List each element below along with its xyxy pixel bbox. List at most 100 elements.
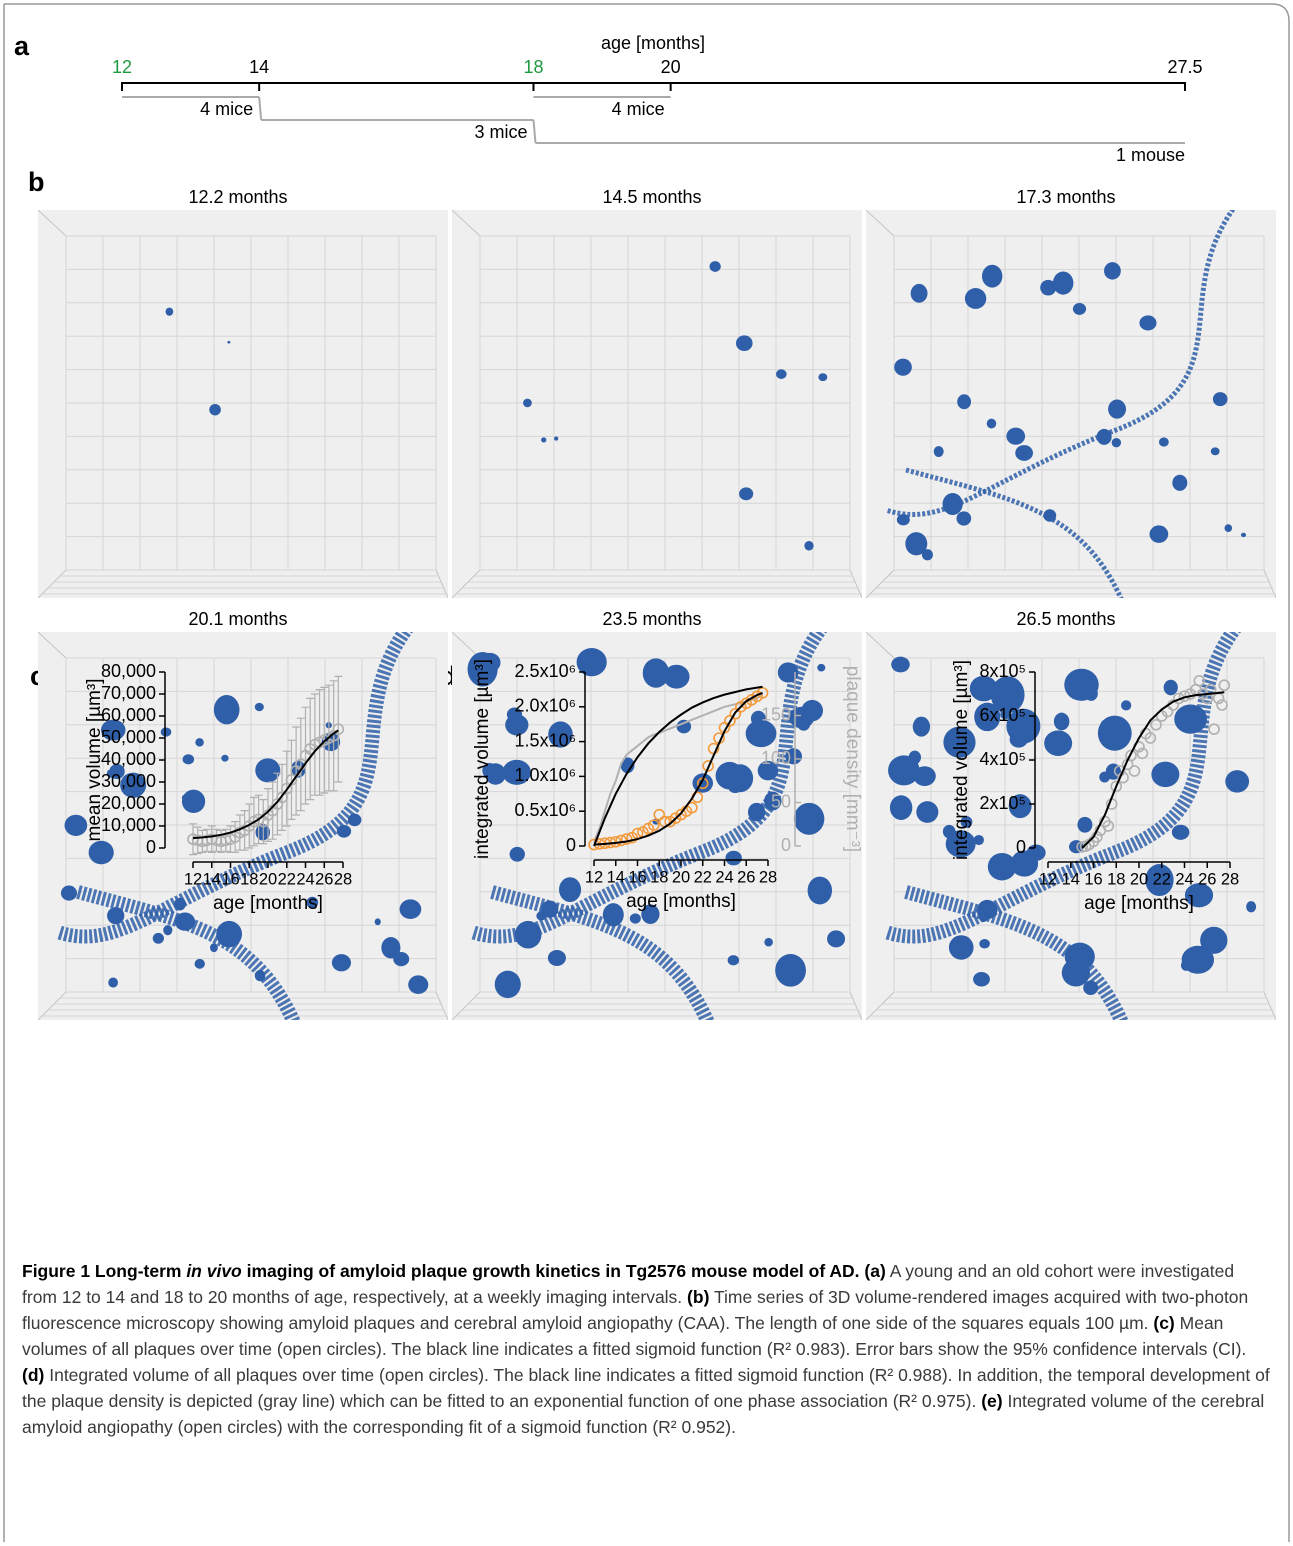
plaque <box>1158 437 1169 447</box>
plaque <box>576 648 607 677</box>
render-edge <box>849 569 862 598</box>
marker <box>1144 732 1157 744</box>
cohort-step <box>258 96 263 121</box>
x-tick-label: 18 <box>650 868 668 886</box>
plaque <box>764 937 773 947</box>
plaque <box>745 719 777 748</box>
plaque <box>725 850 742 866</box>
render-edge <box>452 210 481 237</box>
timeline-title: age [months] <box>601 33 705 53</box>
plaque <box>793 802 825 835</box>
plaque <box>739 487 754 501</box>
render-edge <box>435 569 448 598</box>
plaque <box>1171 824 1190 840</box>
plaque <box>1015 445 1033 461</box>
plaque <box>676 719 692 734</box>
plaque <box>1181 945 1215 974</box>
y-tick-label: 4x10⁵ <box>980 749 1027 769</box>
render-edge <box>452 991 481 1020</box>
cohort-label: 3 mice <box>474 122 527 142</box>
y-tick-label: 0.5x10⁶ <box>515 800 576 820</box>
plaque <box>67 828 75 835</box>
plaque <box>399 899 422 920</box>
plaque <box>1072 302 1087 315</box>
caption-text: A young and an old cohort were investiga… <box>22 1261 1235 1307</box>
plaque <box>894 358 912 376</box>
x-tick-label: 22 <box>1153 870 1171 888</box>
plaque <box>1044 730 1073 756</box>
error-bar <box>292 726 301 816</box>
plaque <box>1099 771 1111 783</box>
y-axis-label: mean volume [µm³] <box>84 679 105 842</box>
plaque <box>979 938 990 949</box>
plaque <box>1008 794 1032 819</box>
plaque <box>747 802 766 822</box>
plaque <box>1077 816 1093 833</box>
rendering-bg <box>866 210 1276 598</box>
y-tick-label: 60,000 <box>101 705 156 725</box>
plaque <box>1200 926 1228 954</box>
plaque <box>912 716 931 737</box>
plaque <box>642 658 670 688</box>
plaque <box>1006 427 1026 445</box>
x-tick-label: 24 <box>1175 870 1193 888</box>
y-tick-label: 10,000 <box>101 815 156 835</box>
plaque <box>1172 474 1188 491</box>
y-tick-label: 40,000 <box>101 749 156 769</box>
plaque <box>331 954 351 972</box>
plaque <box>109 763 125 780</box>
plaque <box>1083 980 1099 996</box>
plaque <box>888 755 920 786</box>
render-edge <box>38 632 67 659</box>
plaque <box>796 709 804 718</box>
plaque <box>1121 700 1132 711</box>
plaque <box>1184 883 1214 908</box>
plaque <box>540 900 559 918</box>
cohort-label: 1 mouse <box>1116 145 1185 165</box>
plaque <box>381 937 401 959</box>
x-tick-label: 26 <box>1198 870 1216 888</box>
plaque <box>174 912 196 931</box>
plaque <box>1212 392 1228 407</box>
plaque <box>1210 447 1220 456</box>
rendering-title: 14.5 months <box>602 187 701 207</box>
plaque <box>801 699 824 722</box>
error-bar <box>301 706 310 805</box>
vessel <box>883 632 1242 944</box>
panel-label: a <box>14 31 30 61</box>
plaque <box>956 511 972 526</box>
render-edge <box>38 569 67 598</box>
vessel <box>905 467 1124 598</box>
plaque <box>347 813 362 827</box>
y-tick-label: 50,000 <box>101 727 156 747</box>
plaque <box>1240 532 1247 538</box>
plaque <box>620 757 635 774</box>
render-edge <box>866 991 895 1020</box>
plaque <box>986 418 997 429</box>
plaque <box>160 727 172 737</box>
plaque <box>165 307 174 316</box>
plaque <box>120 772 147 798</box>
rendering-bg <box>38 210 448 598</box>
marker <box>1218 679 1231 692</box>
plaque <box>775 954 806 987</box>
vessel <box>904 885 1129 1020</box>
plaque <box>1096 428 1112 445</box>
x-tick-label: 16 <box>1084 870 1102 888</box>
error-bar <box>264 788 272 842</box>
plaque <box>336 824 352 838</box>
plaque <box>764 791 782 811</box>
plaque <box>181 794 190 801</box>
caption-title: Figure 1 Long-term in vivo imaging of am… <box>22 1261 860 1281</box>
caption-label: (c) <box>1153 1313 1175 1333</box>
y-tick-label: 2.0x10⁶ <box>515 696 576 716</box>
plaque <box>174 897 186 911</box>
plaque <box>973 971 990 987</box>
plaque <box>990 676 1025 714</box>
x-tick-label: 28 <box>334 870 352 888</box>
error-bar <box>287 739 296 820</box>
x-tick-label: 18 <box>240 870 258 888</box>
plaque <box>663 664 690 689</box>
y-tick-label: 80,000 <box>101 661 156 681</box>
